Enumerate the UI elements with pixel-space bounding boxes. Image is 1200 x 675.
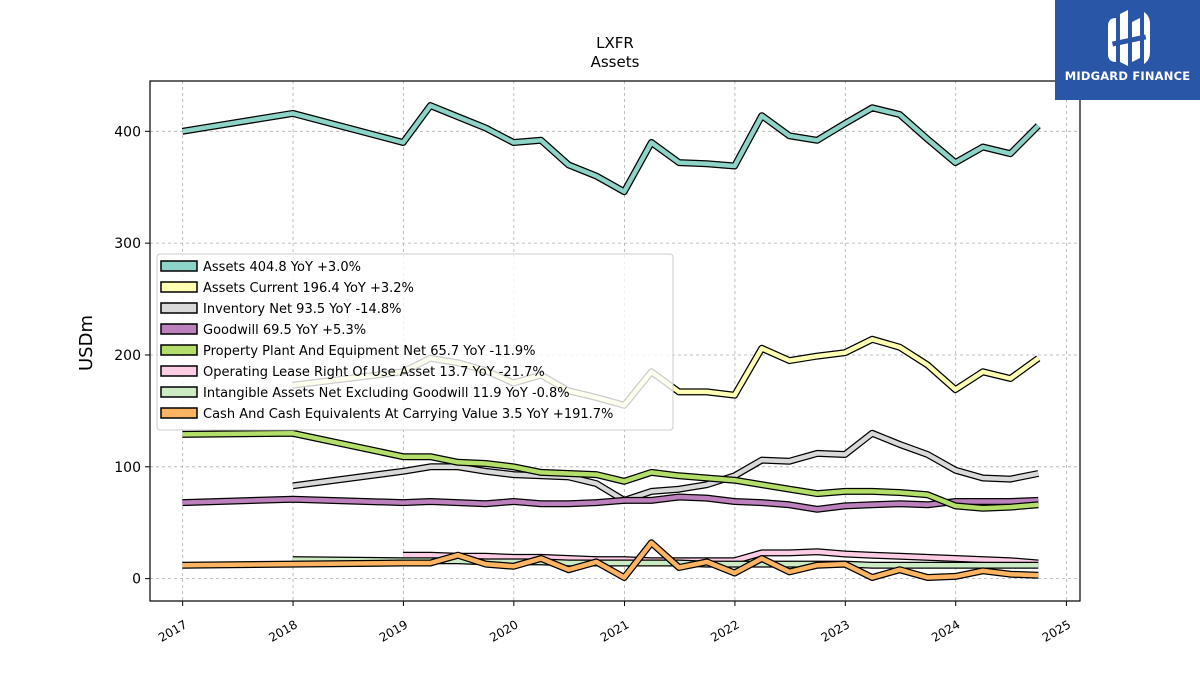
legend-label: Intangible Assets Net Excluding Goodwill… bbox=[203, 386, 570, 401]
midgard-logo-icon bbox=[1108, 10, 1150, 66]
plot-frame bbox=[149, 80, 1081, 602]
chart-subtitle: Assets bbox=[591, 53, 640, 71]
x-tick-label: 2023 bbox=[819, 617, 852, 644]
legend-swatch bbox=[160, 281, 198, 293]
legend-box bbox=[156, 253, 674, 431]
brand-name: MIDGARD FINANCE bbox=[1064, 69, 1191, 83]
y-tick-label: 200 bbox=[114, 348, 141, 364]
y-tick-label: 0 bbox=[132, 572, 141, 588]
legend-label: Assets Current 196.4 YoY +3.2% bbox=[203, 281, 414, 296]
legend-label: Cash And Cash Equivalents At Carrying Va… bbox=[203, 407, 613, 422]
plot-lines bbox=[181, 102, 1041, 581]
x-tick-label: 2024 bbox=[929, 617, 962, 644]
legend-swatch bbox=[160, 386, 198, 398]
legend-swatch bbox=[160, 260, 198, 272]
x-tick-label: 2019 bbox=[377, 617, 410, 644]
legend-label: Assets 404.8 YoY +3.0% bbox=[203, 260, 361, 275]
brand-logo: MIDGARD FINANCE bbox=[1055, 0, 1200, 100]
legend-label: Goodwill 69.5 YoY +5.3% bbox=[203, 323, 366, 338]
x-tick-label: 2018 bbox=[266, 617, 299, 644]
chart-title: LXFR bbox=[596, 34, 634, 52]
legend-label: Inventory Net 93.5 YoY -14.8% bbox=[203, 302, 402, 317]
legend-swatch bbox=[160, 323, 198, 335]
legend: Assets 404.8 YoY +3.0% Assets Current 196… bbox=[156, 253, 674, 431]
y-tick-label: 100 bbox=[114, 460, 141, 476]
legend-label: Operating Lease Right Of Use Asset 13.7 … bbox=[203, 365, 545, 380]
x-tick-label: 2025 bbox=[1040, 617, 1073, 644]
y-tick-label: 300 bbox=[114, 236, 141, 252]
series-line bbox=[182, 103, 1040, 194]
series-line bbox=[182, 494, 1039, 512]
legend-swatch bbox=[160, 365, 198, 377]
y-axis-label: USDm bbox=[76, 315, 97, 371]
grid bbox=[150, 81, 1080, 601]
x-tick-label: 2020 bbox=[487, 617, 520, 644]
legend-swatch bbox=[160, 344, 198, 356]
legend-label: Property Plant And Equipment Net 65.7 Yo… bbox=[203, 344, 536, 359]
y-tick-label: 400 bbox=[114, 124, 141, 140]
series-line bbox=[292, 431, 1039, 503]
x-tick-label: 2021 bbox=[598, 617, 631, 644]
x-tick-label: 2017 bbox=[156, 617, 189, 644]
legend-swatch bbox=[160, 407, 198, 419]
series-line bbox=[182, 540, 1039, 580]
x-tick-label: 2022 bbox=[708, 617, 741, 644]
legend-swatch bbox=[160, 302, 198, 314]
series-line bbox=[182, 431, 1039, 511]
